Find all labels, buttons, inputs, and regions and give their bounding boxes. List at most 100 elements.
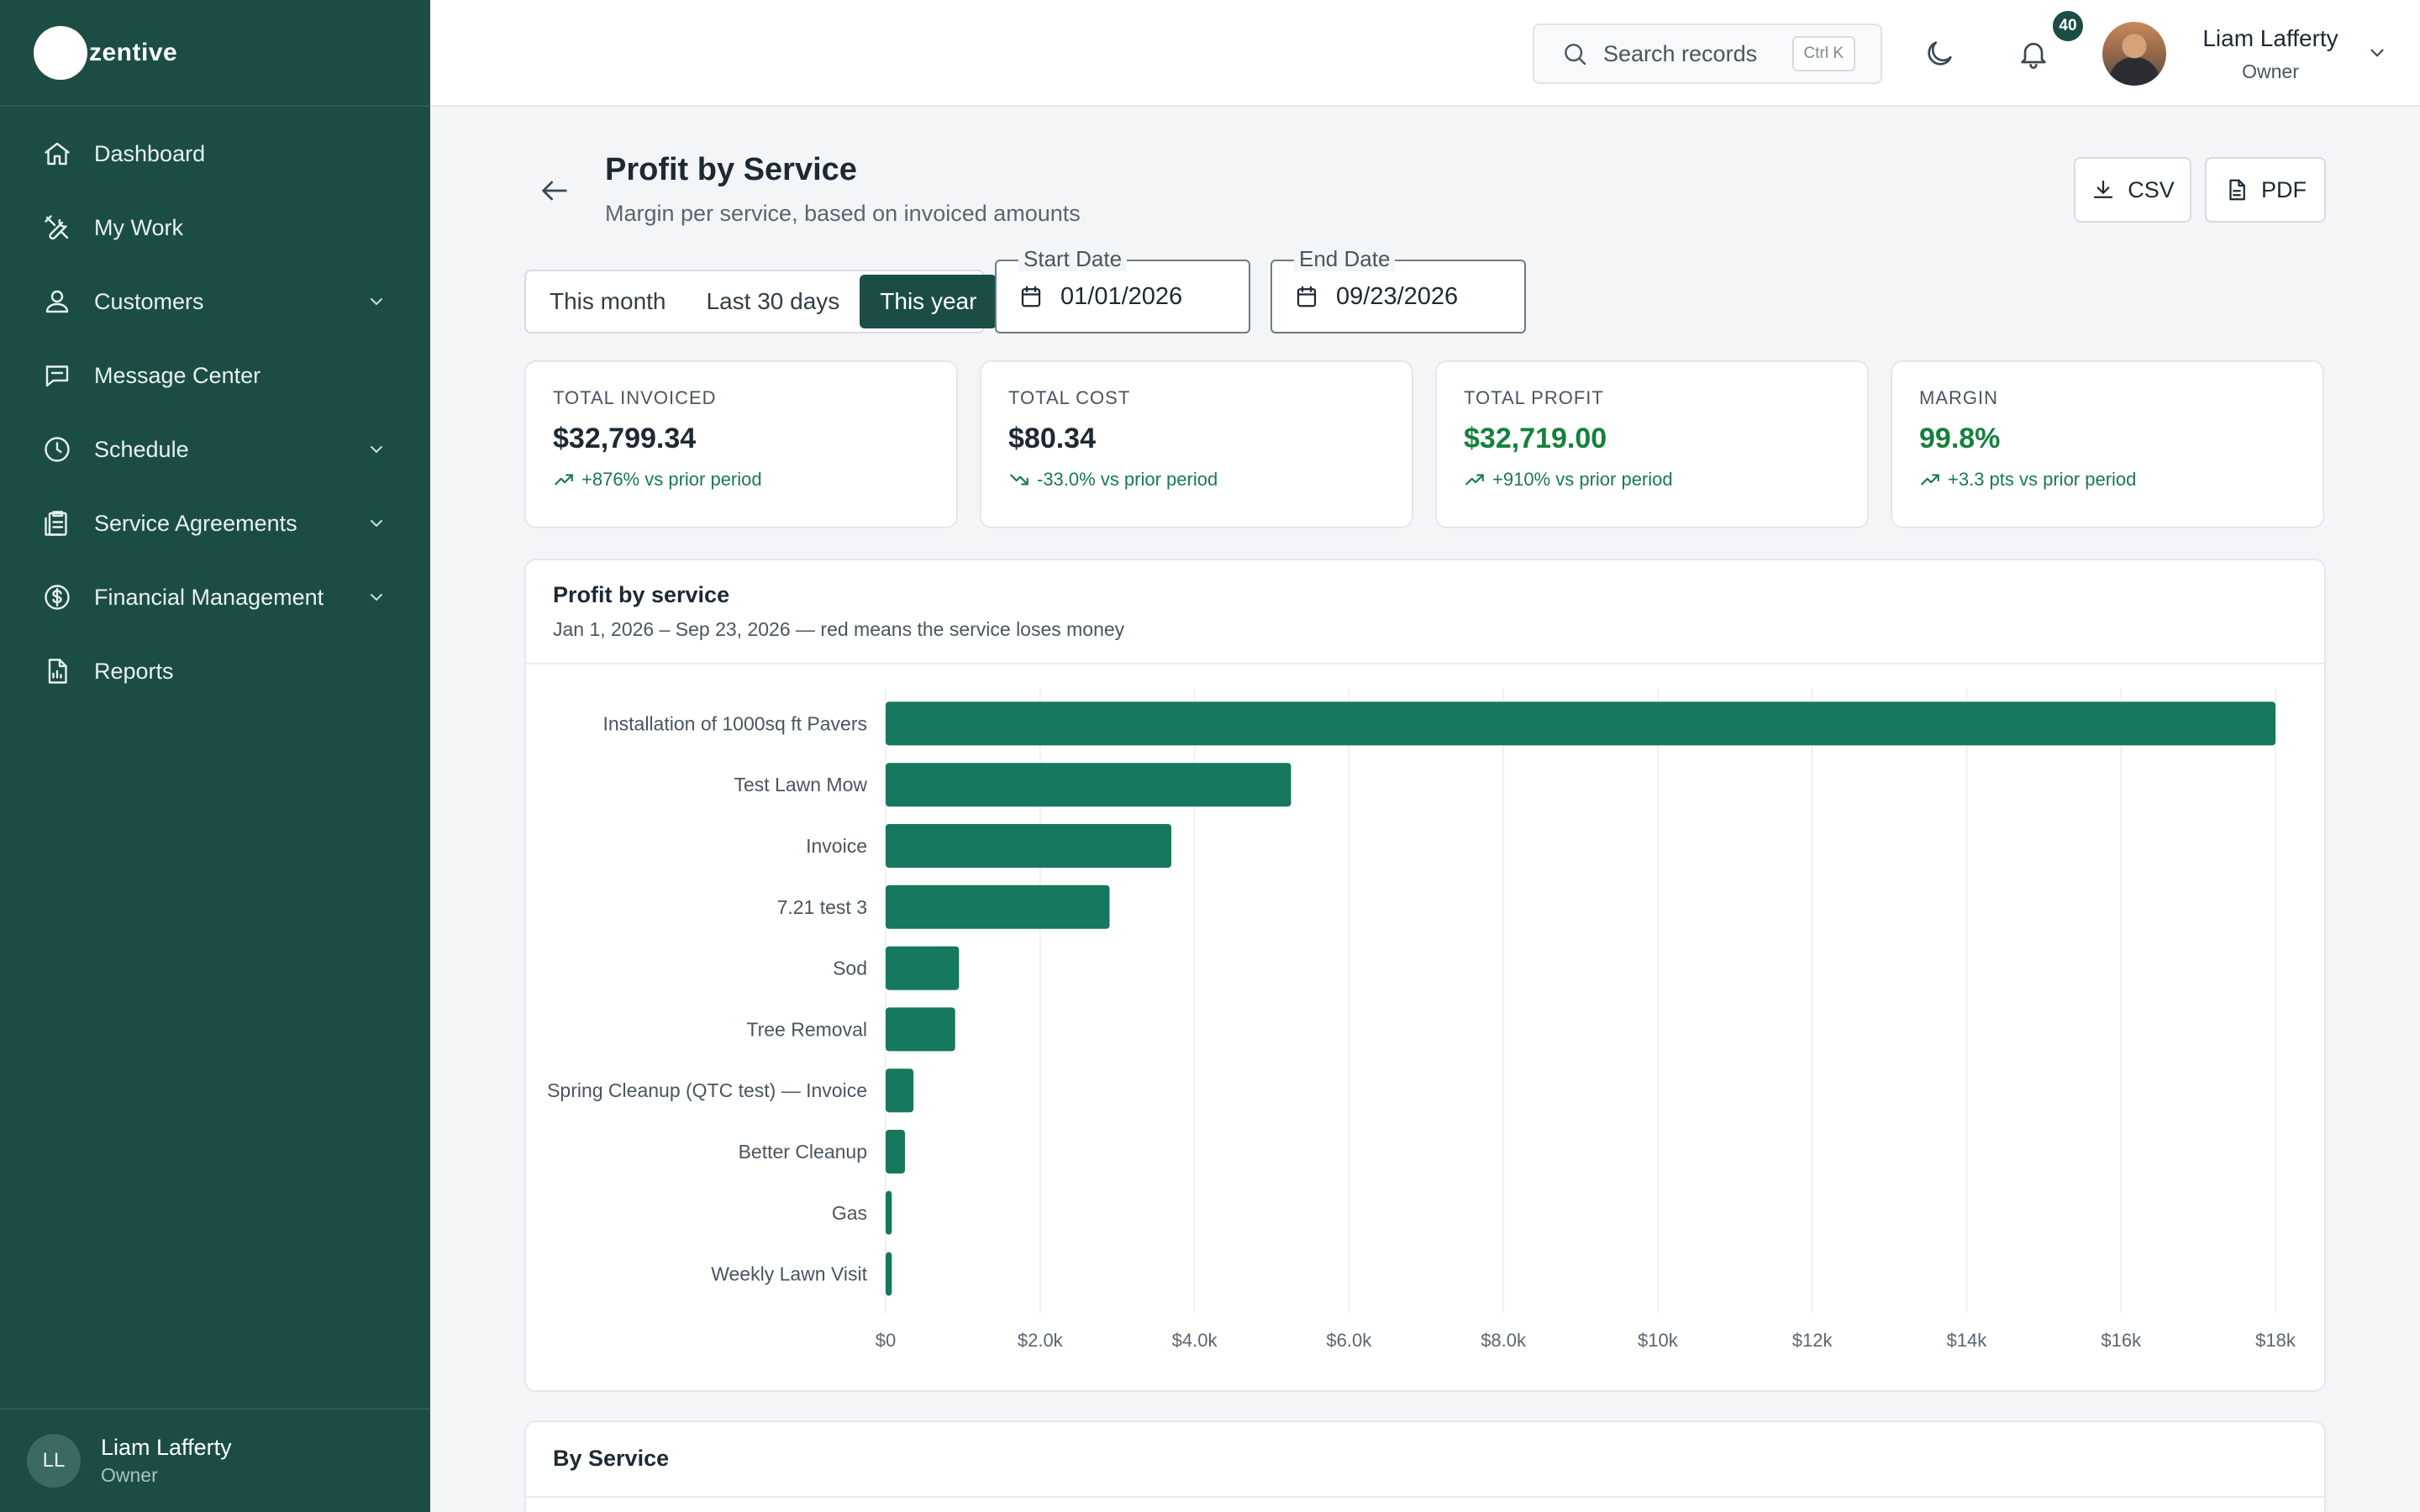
start-date-label: Start Date (1018, 246, 1128, 271)
chevron-down-icon[interactable] (2366, 42, 2388, 64)
end-date-label: End Date (1294, 246, 1396, 271)
chevron-down-icon[interactable] (366, 587, 387, 607)
download-icon (2094, 180, 2113, 198)
stat-label: TOTAL PROFIT (1464, 387, 1604, 408)
bar (886, 1190, 892, 1235)
report-icon (40, 654, 74, 688)
chevron-down-icon[interactable] (366, 513, 387, 533)
stat-value: $32,799.34 (553, 423, 697, 454)
stat-card-total-invoiced: TOTAL INVOICED $32,799.34 +876% vs prior… (524, 360, 958, 528)
sidebar-item-label: Schedule (94, 436, 189, 462)
bell-icon[interactable] (2017, 37, 2050, 71)
sidebar-item-service-agreements[interactable]: Service Agreements (0, 486, 430, 560)
start-date-field[interactable]: Start Date 01/01/2026 (995, 246, 1250, 333)
period-last-30-days[interactable]: Last 30 days (706, 288, 840, 314)
search-input[interactable]: Search records Ctrl K (1533, 24, 1882, 84)
profit-by-service-chart: $0 $2.0k $4.0k $6.0k $8.0k $10k $12k $14k $16k $1… (547, 688, 2296, 1351)
sidebar-item-label: Service Agreements (94, 510, 297, 536)
sidebar-item-message-center[interactable]: Message Center (0, 339, 430, 412)
sidebar-item-financial-management[interactable]: Financial Management (0, 560, 430, 634)
chart-card-subtitle: Jan 1, 2026 – Sep 23, 2026 — red means t… (553, 618, 1125, 640)
calendar-icon (1297, 286, 1317, 307)
by-service-card: By Service (524, 1420, 2326, 1512)
x-tick-label: $0 (876, 1330, 896, 1351)
stat-trend: -33.0% vs prior period (1008, 469, 1385, 491)
period-this-year[interactable]: This year (860, 275, 997, 328)
search-placeholder: Search records (1603, 40, 1758, 66)
sidebar-item-customers[interactable]: Customers (0, 265, 430, 339)
sidebar-user-role: Owner (101, 1464, 158, 1486)
end-date-field[interactable]: End Date 09/23/2026 (1270, 246, 1526, 333)
y-category-label: 7.21 test 3 (777, 896, 867, 918)
moon-icon[interactable] (1923, 37, 1956, 71)
y-category-label: Gas (832, 1202, 867, 1224)
by-service-title: By Service (553, 1446, 670, 1471)
export-pdf-button[interactable]: PDF (2205, 157, 2326, 223)
by-service-header: By Service (526, 1422, 2324, 1498)
profile-name[interactable]: Liam Lafferty (2202, 25, 2338, 51)
chevron-down-icon[interactable] (366, 439, 387, 459)
bar (886, 824, 1171, 868)
stat-card-total-profit: TOTAL PROFIT $32,719.00 +910% vs prior p… (1435, 360, 1869, 528)
sidebar-item-schedule[interactable]: Schedule (0, 412, 430, 486)
start-date-value: 01/01/2026 (1060, 282, 1183, 310)
chart-card-title: Profit by service (553, 582, 730, 607)
dollar-icon (40, 580, 74, 614)
topbar: Search records Ctrl K 40 Liam Lafferty O… (430, 0, 2420, 107)
bar (886, 1068, 914, 1113)
stat-label: TOTAL COST (1008, 387, 1131, 408)
home-icon (40, 137, 74, 171)
stat-trend-text: +3.3 pts vs prior period (1948, 469, 2137, 490)
sidebar-item-label: Financial Management (94, 584, 324, 610)
profit-chart-card: Profit by service Jan 1, 2026 – Sep 23, … (524, 559, 2326, 1392)
stat-label: MARGIN (1919, 387, 1998, 408)
x-tick-label: $12k (1792, 1330, 1833, 1351)
logo[interactable]: zentive (0, 0, 430, 107)
export-pdf-label: PDF (2261, 176, 2307, 202)
sidebar-user[interactable]: LL Liam Lafferty Owner (0, 1408, 430, 1512)
bar (886, 885, 1110, 929)
profile-avatar[interactable] (2102, 22, 2166, 86)
sidebar-item-reports[interactable]: Reports (0, 634, 430, 708)
x-tick-label: $16k (2101, 1330, 2142, 1351)
stat-trend: +876% vs prior period (553, 469, 929, 491)
y-category-label: Tree Removal (746, 1018, 867, 1040)
y-category-label: Better Cleanup (739, 1141, 867, 1163)
y-category-label: Invoice (806, 835, 867, 857)
chart-card-header: Profit by service Jan 1, 2026 – Sep 23, … (526, 560, 2324, 664)
period-this-month[interactable]: This month (550, 288, 666, 314)
stat-value: 99.8% (1919, 423, 2001, 454)
sidebar-user-name: Liam Lafferty (101, 1435, 232, 1460)
sidebar-item-label: My Work (94, 214, 183, 240)
x-tick-label: $18k (2255, 1330, 2296, 1351)
x-tick-label: $6.0k (1326, 1330, 1372, 1351)
sidebar-nav: Dashboard My Work Customers Message Cent… (0, 107, 430, 708)
stat-card-margin: MARGIN 99.8% +3.3 pts vs prior period (1891, 360, 2324, 528)
sidebar-item-dashboard[interactable]: Dashboard (0, 117, 430, 191)
x-tick-label: $4.0k (1172, 1330, 1218, 1351)
sidebar-item-label: Reports (94, 658, 174, 684)
bar (886, 1252, 892, 1296)
logo-mark (34, 25, 87, 80)
sidebar-item-my-work[interactable]: My Work (0, 191, 430, 265)
notification-badge: 40 (2050, 8, 2086, 44)
sidebar-item-label: Dashboard (94, 140, 206, 166)
bar (886, 946, 960, 990)
avatar: LL (27, 1434, 81, 1488)
trending-up-icon (1465, 474, 1484, 486)
calendar-icon (1021, 286, 1041, 307)
document-icon (2229, 179, 2245, 201)
page-subtitle: Margin per service, based on invoiced am… (605, 201, 1081, 226)
trending-up-icon (1921, 474, 1939, 486)
chevron-down-icon[interactable] (366, 291, 387, 312)
stat-value: $32,719.00 (1464, 423, 1607, 454)
back-arrow-icon[interactable] (538, 174, 571, 207)
x-tick-label: $10k (1638, 1330, 1679, 1351)
export-csv-button[interactable]: CSV (2074, 157, 2191, 223)
chat-icon (40, 359, 74, 392)
trending-down-icon (1010, 474, 1028, 486)
bar (886, 1130, 905, 1173)
bar (886, 1007, 955, 1052)
trending-up-icon (555, 474, 573, 486)
y-category-label: Weekly Lawn Visit (711, 1263, 867, 1285)
